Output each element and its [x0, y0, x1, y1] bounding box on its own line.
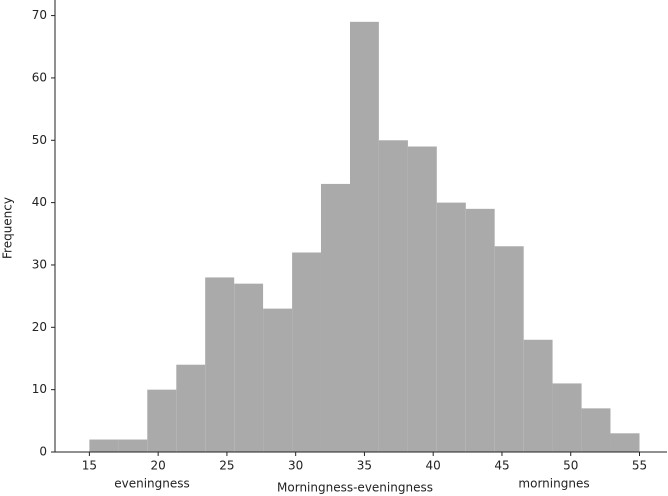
annotation: morningnes [518, 477, 589, 491]
bar [263, 308, 293, 452]
bar [523, 339, 553, 452]
bar [147, 389, 177, 452]
x-tick-label: 35 [357, 459, 372, 473]
bar [494, 246, 524, 452]
y-tick-label: 0 [39, 445, 47, 459]
bar [465, 208, 495, 452]
bar [176, 364, 206, 452]
bar [552, 383, 582, 452]
x-tick-label: 25 [219, 459, 234, 473]
bar [234, 283, 264, 452]
y-tick-label: 40 [32, 195, 47, 209]
x-tick-label: 40 [426, 459, 441, 473]
x-tick-label: 45 [494, 459, 509, 473]
y-axis-label: Frequency [1, 197, 15, 259]
bar [320, 183, 350, 452]
bar [378, 140, 408, 452]
y-tick-label: 60 [32, 70, 47, 84]
bar [436, 202, 466, 452]
annotation: eveningness [114, 477, 190, 491]
bar [205, 277, 235, 452]
x-tick-label: 50 [563, 459, 578, 473]
bar [610, 433, 640, 452]
y-tick-label: 70 [32, 8, 47, 22]
bar [118, 439, 148, 452]
bar [349, 21, 379, 453]
y-tick-label: 50 [32, 133, 47, 147]
bar [292, 252, 321, 452]
bar [581, 408, 611, 452]
x-tick-label: 20 [151, 459, 166, 473]
bar [89, 439, 119, 452]
y-tick-label: 30 [32, 257, 47, 271]
x-tick-label: 15 [82, 459, 97, 473]
bar [407, 146, 437, 452]
y-tick-label: 20 [32, 320, 47, 334]
x-tick-label: 55 [632, 459, 647, 473]
y-tick-label: 10 [32, 382, 47, 396]
x-axis-label: Morningness-eveningness [277, 481, 433, 495]
x-tick-label: 30 [288, 459, 303, 473]
